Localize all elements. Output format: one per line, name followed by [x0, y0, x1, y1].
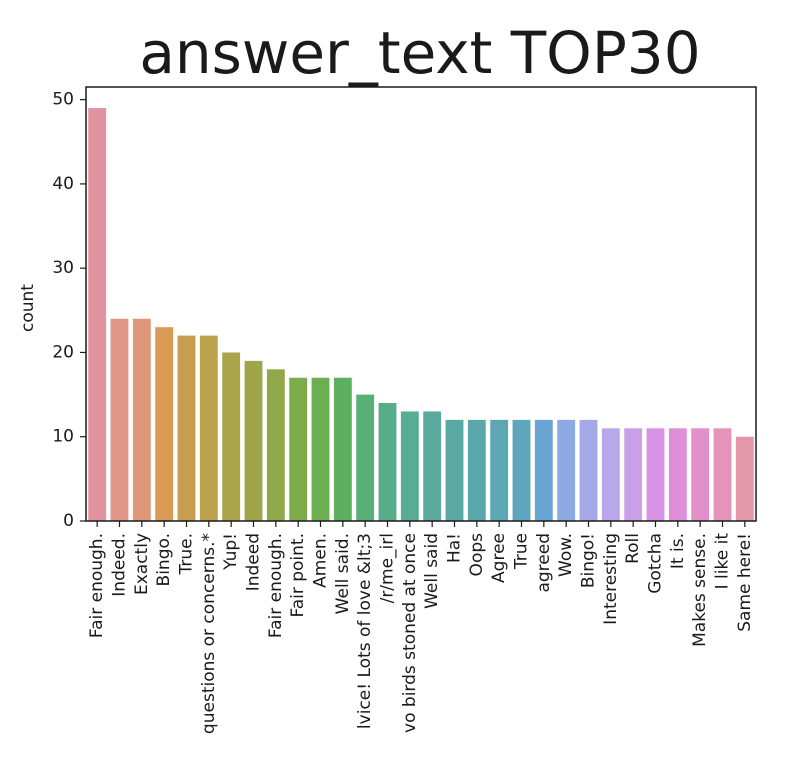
- x-tick-label: I like it: [713, 533, 733, 590]
- x-tick-label: It is.: [668, 533, 688, 569]
- bar: [378, 403, 397, 521]
- x-tick-label: vo birds stoned at once: [400, 533, 420, 733]
- y-tick-label: 10: [52, 427, 74, 447]
- bar: [445, 419, 464, 521]
- x-tick-label: Indeed: [244, 533, 264, 591]
- x-tick-label: Yup!: [221, 533, 241, 571]
- x-tick-label-group: Fair enough. Indeed. Exactly Bingo. True. que…: [87, 521, 755, 734]
- bar: [132, 318, 151, 521]
- y-tick-label: 20: [52, 342, 74, 362]
- bar: [713, 428, 732, 521]
- x-tick-label: lvice! Lots of love &lt;3: [355, 533, 375, 729]
- bar: [557, 419, 576, 521]
- bar: [646, 428, 665, 521]
- x-tick-label: Well said.: [333, 533, 353, 614]
- x-tick-label: Ha!: [445, 533, 465, 563]
- bar: [624, 428, 643, 521]
- bar: [691, 428, 710, 521]
- bar: [155, 327, 174, 521]
- bar: [88, 108, 107, 521]
- x-tick-label: Oops: [467, 533, 487, 577]
- x-tick-label: Indeed.: [110, 533, 130, 597]
- x-tick-label: Fair enough.: [266, 533, 286, 638]
- chart-title: answer_text TOP30: [139, 19, 700, 87]
- x-tick-label: Bingo.: [154, 533, 174, 586]
- bar: [222, 352, 241, 521]
- bar: [735, 436, 754, 521]
- y-tick-label: 0: [63, 511, 74, 531]
- x-tick-label: Amen.: [311, 533, 331, 588]
- y-tick-label: 50: [52, 90, 74, 110]
- bar: [601, 428, 620, 521]
- x-tick-label: Same here!: [735, 533, 755, 632]
- x-tick-label: True: [512, 533, 532, 570]
- bar: [534, 419, 553, 521]
- x-tick-label: True.: [177, 533, 197, 576]
- bar: [110, 318, 129, 521]
- bar: [423, 411, 442, 521]
- bar: [333, 377, 352, 521]
- bar: [400, 411, 419, 521]
- x-tick-label: Roll: [623, 533, 643, 564]
- bar: [668, 428, 687, 521]
- x-tick-label: /r/me_irl: [378, 533, 398, 603]
- y-axis-label: count: [18, 284, 38, 332]
- x-tick-label: Interesting: [601, 533, 621, 625]
- bar: [356, 394, 375, 521]
- x-tick-label: Gotcha: [646, 533, 666, 594]
- bar: [490, 419, 509, 521]
- x-tick-label: agreed: [534, 533, 554, 593]
- y-tick-label: 40: [52, 174, 74, 194]
- bar: [512, 419, 531, 521]
- x-tick-label: Exactly: [132, 533, 152, 595]
- bar-group: [88, 108, 754, 521]
- bar: [289, 377, 308, 521]
- x-tick-label: Agree: [489, 533, 509, 583]
- bar: [199, 335, 218, 521]
- bar: [579, 419, 598, 521]
- x-tick-label: Makes sense.: [690, 533, 710, 647]
- x-tick-label: Wow.: [556, 533, 576, 577]
- bar: [177, 335, 196, 521]
- y-axis: 0 10 20 30 40 50: [52, 90, 86, 531]
- x-tick-label: Well said: [422, 533, 442, 609]
- x-tick-label: Fair enough.: [87, 533, 107, 638]
- y-tick-label: 30: [52, 258, 74, 278]
- plot-frame: [85, 86, 757, 522]
- bar: [244, 360, 263, 521]
- x-tick-label: questions or concerns.*: [199, 533, 219, 734]
- bar: [467, 419, 486, 521]
- x-tick-label: Bingo!: [579, 533, 599, 588]
- x-tick-label: Fair point.: [288, 533, 308, 618]
- bar: [311, 377, 330, 521]
- bar: [266, 369, 285, 521]
